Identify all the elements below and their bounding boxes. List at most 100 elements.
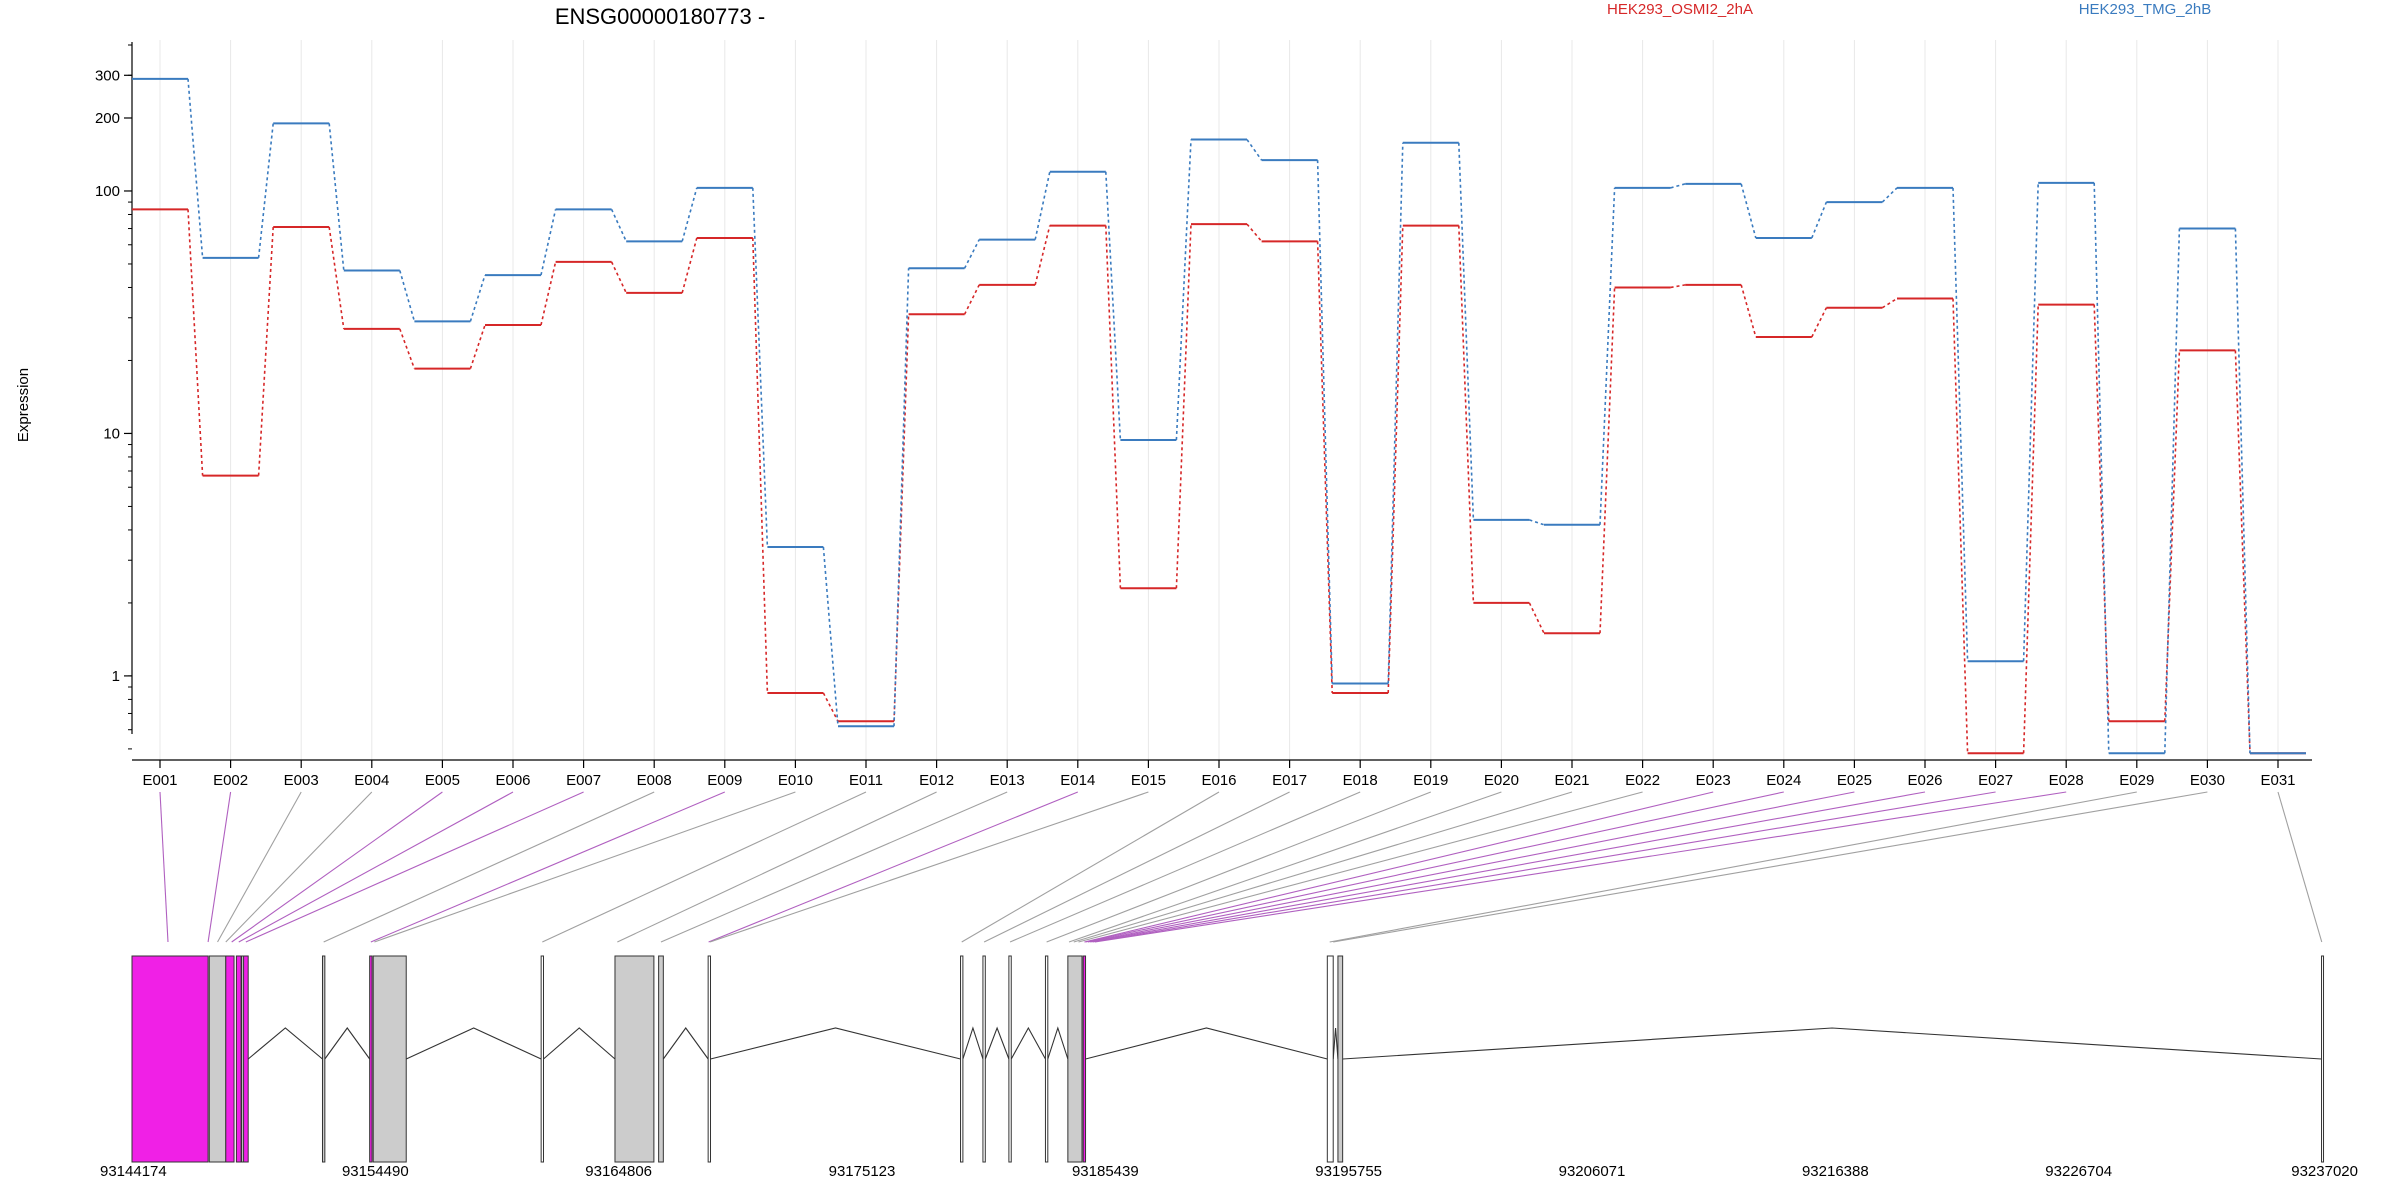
series-tmg [132, 77, 2306, 755]
series-transition [681, 237, 698, 294]
intron-line [1332, 1027, 1339, 1060]
genomic-coordinate-label: 93216388 [1802, 1163, 1869, 1180]
x-tick-label: E023 [1696, 772, 1731, 789]
intron-line [247, 1027, 323, 1060]
series-transition [469, 274, 486, 322]
x-tick-label: E003 [284, 772, 319, 789]
series-transition [1529, 519, 1545, 526]
series-transition [257, 226, 274, 476]
intron-line [1010, 1026, 1046, 1060]
series-transition [328, 226, 345, 329]
series-transition [1105, 171, 1122, 441]
connector-line [1087, 791, 1855, 943]
genomic-coordinate-label: 93144174 [100, 1163, 167, 1180]
exon-box [614, 955, 655, 1163]
series-transition [328, 123, 345, 271]
genomic-coordinate-label: 93185439 [1072, 1163, 1139, 1180]
genomic-coordinate-label: 93154490 [342, 1163, 409, 1180]
exon-box [540, 955, 545, 1163]
connector-line [1084, 791, 1714, 943]
series-transition [1740, 284, 1757, 338]
x-tick-label: E017 [1272, 772, 1307, 789]
genomic-coordinate-label: 93195755 [1315, 1163, 1382, 1180]
series-transition [1175, 139, 1192, 441]
series-transition [1246, 139, 1263, 161]
connector-line [983, 791, 1290, 943]
vertical-grid [159, 40, 2279, 760]
x-axis: E001 E002 E003 E004 E005 E006 E007 E008 E009 E010… [132, 759, 2312, 789]
exon-box [208, 955, 227, 1163]
series-transition [2234, 350, 2251, 754]
x-tick-label: E019 [1413, 772, 1448, 789]
x-tick-label: E026 [1907, 772, 1942, 789]
series-transition [1670, 183, 1686, 189]
x-tick-label: E030 [2190, 772, 2225, 789]
series-transition [399, 328, 416, 369]
series-transition [1599, 187, 1616, 525]
connector-line [323, 791, 655, 943]
legend-entry-osmi2: HEK293_OSMI2_2hA [1607, 1, 1753, 18]
exon-box [225, 955, 235, 1163]
exon-box [242, 955, 249, 1163]
connector-line [1333, 791, 2208, 943]
series-transition [822, 692, 839, 722]
series-transition [963, 239, 980, 269]
exon-box [321, 955, 326, 1163]
x-tick-label: E001 [142, 772, 177, 789]
series-transition [1881, 297, 1898, 309]
series-transition [610, 209, 627, 242]
series-transition [1952, 298, 1969, 754]
series-transition [2022, 182, 2039, 662]
connector-line [1085, 791, 1784, 943]
series-transition [610, 261, 627, 294]
x-tick-label: E002 [213, 772, 248, 789]
connector-line [2277, 791, 2323, 943]
genomic-coordinate-label: 93237020 [2291, 1163, 2358, 1180]
series-transition [1458, 225, 1475, 603]
series-transition [1670, 284, 1686, 289]
series-transition [2164, 228, 2181, 754]
exon-box [1008, 955, 1012, 1163]
connector-line [1073, 791, 1573, 943]
series-transition [1952, 187, 1969, 662]
connector-line [207, 791, 232, 943]
connector-line [708, 791, 1079, 943]
series-transition [1740, 183, 1757, 239]
x-tick-label: E006 [495, 772, 530, 789]
x-tick-label: E025 [1837, 772, 1872, 789]
y-tick-label: 300 [95, 67, 120, 84]
exon-box [372, 955, 407, 1163]
x-tick-label: E028 [2049, 772, 2084, 789]
series-transition [187, 78, 204, 258]
series-transition [2164, 350, 2181, 722]
x-tick-label: E015 [1131, 772, 1166, 789]
series-transition [1811, 307, 1828, 338]
y-tick-label: 200 [95, 110, 120, 127]
series-transition [1246, 223, 1263, 242]
connector-line [1009, 791, 1361, 943]
intron-line [984, 1026, 1010, 1060]
genomic-coordinate-label: 93206071 [1559, 1163, 1626, 1180]
connector-line [617, 791, 937, 943]
x-tick-label: E016 [1201, 772, 1236, 789]
exon-box [707, 955, 712, 1163]
series-transition [2093, 182, 2110, 754]
intron-line [1342, 1027, 2322, 1060]
genomic-coordinate-label: 93226704 [2045, 1163, 2112, 1180]
legend-entry-tmg: HEK293_TMG_2hB [2079, 1, 2212, 18]
x-tick-label: E020 [1484, 772, 1519, 789]
series-transition [399, 270, 416, 322]
y-tick-label: 100 [95, 183, 120, 200]
connector-line [1068, 791, 1502, 943]
series-transition [1034, 225, 1051, 286]
x-tick-label: E014 [1060, 772, 1095, 789]
connector-line [370, 791, 726, 943]
connector-line [961, 791, 1220, 943]
exon-connectors [159, 791, 2323, 943]
x-tick-label: E007 [566, 772, 601, 789]
connector-line [660, 791, 1008, 943]
connector-line [709, 791, 1149, 943]
gene-model [131, 955, 2325, 1163]
intron-line [662, 1027, 709, 1060]
series-transition [963, 284, 980, 315]
